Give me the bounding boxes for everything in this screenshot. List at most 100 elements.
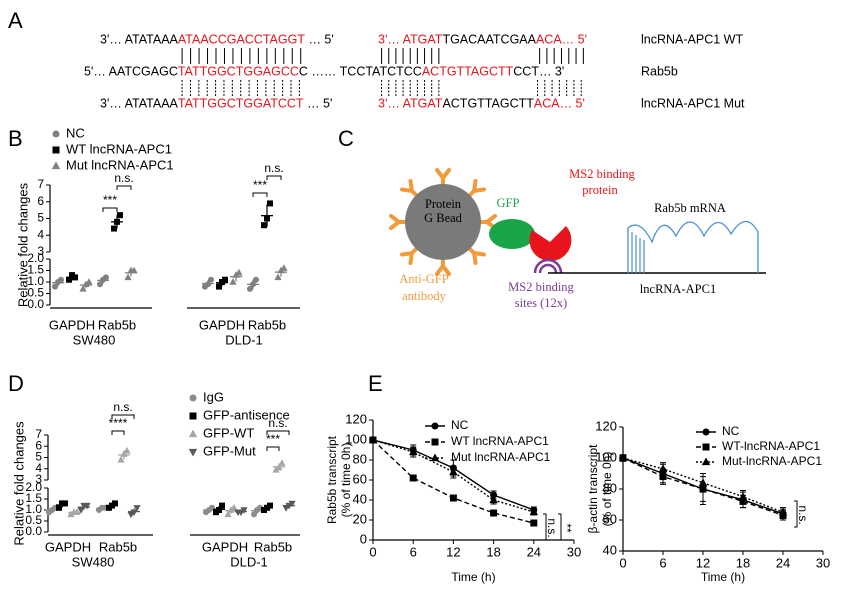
y-tick-label: 0.0: [25, 524, 42, 538]
legend-marker: [52, 130, 60, 138]
sequence-segment: 3'… ATATAAA: [100, 32, 179, 46]
y-tick-label: 1.0: [27, 274, 44, 288]
panel-label: A: [8, 8, 23, 33]
x-tick-label: Rab5b: [248, 317, 286, 332]
data-point: [449, 467, 458, 476]
ms2-sites: [533, 258, 563, 274]
legend-marker: [431, 438, 439, 446]
series-line: [622, 457, 784, 513]
data-point: [235, 268, 243, 276]
y-tick-label: 40: [353, 491, 367, 506]
legend-label: NC: [451, 418, 469, 432]
significance-bracket: [266, 446, 280, 451]
data-point: [253, 276, 259, 283]
data-point: [52, 283, 58, 290]
x-tick-label: 18: [736, 555, 750, 570]
data-point: [409, 474, 417, 482]
diagram-label: Protein: [425, 197, 462, 211]
data-point: [778, 507, 788, 516]
y-tick-label: 0.0: [27, 297, 44, 311]
legend-label: Mut-lncRNA-APC1: [722, 454, 822, 468]
diagram-label: antibody: [402, 289, 446, 303]
data-point: [280, 264, 288, 271]
significance-label: n.s.: [268, 416, 287, 430]
significance-bracket: [111, 414, 135, 419]
x-tick-label: 12: [446, 544, 460, 559]
data-point: [123, 446, 131, 454]
x-tick-label: Rab5b: [254, 539, 292, 554]
legend-marker: [430, 453, 440, 462]
data-point: [490, 491, 498, 499]
panel-label: C: [338, 126, 354, 151]
legend-marker: [188, 448, 198, 457]
x-tick-label: GAPDH: [199, 317, 245, 332]
data-point: [67, 510, 75, 518]
significance-label: ***: [253, 178, 267, 192]
data-point: [529, 507, 538, 516]
data-point: [83, 502, 91, 510]
legend-marker: [51, 161, 61, 170]
legend-marker: [702, 443, 710, 451]
data-point: [530, 519, 538, 527]
group-label: DLD-1: [230, 554, 268, 569]
data-point: [261, 222, 267, 229]
data-point: [658, 464, 668, 472]
y-tick-label: 2.0: [27, 251, 44, 265]
sequence-segment: TATTGGCTGGAGCC: [178, 64, 299, 78]
y-tick-label: 7: [35, 427, 42, 441]
legend-label: NC: [722, 424, 740, 438]
legend-label: Mut lncRNA-APC1: [451, 450, 551, 464]
data-point: [229, 278, 237, 285]
antibodies: [389, 168, 497, 276]
data-point: [56, 504, 62, 511]
diagram: Protein G Bead GFP MS2 binding protein R…: [389, 167, 766, 310]
data-point: [133, 505, 141, 512]
data-point: [85, 278, 93, 285]
diagram-label: GFP: [497, 196, 520, 210]
legend-marker: [189, 394, 197, 402]
mrna: [627, 220, 759, 273]
significance-bracket: [102, 207, 118, 212]
significance-bracket: [252, 192, 268, 197]
legend-label: WT lncRNA-APC1: [451, 434, 549, 448]
data-point: [77, 507, 85, 514]
data-point: [117, 212, 123, 219]
sequence-segment: 5'… AATCGAGC: [84, 64, 178, 78]
data-point: [97, 281, 103, 288]
sequence-segment: ACA… 5': [534, 96, 585, 110]
data-point: [117, 455, 125, 463]
legend-marker: [188, 429, 198, 438]
data-point: [247, 285, 253, 292]
significance-label: n.s.: [114, 171, 133, 185]
sequence-segment: ATAACCGACCTAGGT: [178, 32, 305, 46]
sequence-label: Rab5b: [641, 64, 678, 78]
series-line: [372, 439, 535, 513]
diagram-label: lncRNA-APC1: [640, 282, 716, 296]
y-tick-label: 0: [360, 531, 367, 546]
diagram-label: MS2 binding: [569, 167, 635, 181]
data-point: [251, 511, 257, 518]
sequence-segment: ACA… 5': [536, 32, 587, 46]
y-axis-label: Rab5b transcript: [325, 435, 339, 524]
significance-label: ****: [109, 416, 128, 430]
sequence-segment: ACTGTTAGCTT: [442, 96, 534, 110]
diagram-label: sites (12x): [515, 296, 567, 310]
data-point: [103, 274, 109, 281]
data-point: [124, 273, 132, 281]
legend-marker: [189, 412, 197, 420]
data-point: [79, 285, 87, 292]
sequence-segment: … 5': [304, 96, 333, 110]
data-point: [230, 503, 238, 511]
sequence-segment: 3'… ATGAT: [378, 96, 443, 110]
legend-label: GFP-antisence: [203, 407, 290, 422]
y-tick-label: 1.5: [27, 263, 44, 277]
legend-label: GFP-WT: [203, 425, 254, 440]
sequence-segment: C …… TCCTATCTCC: [299, 64, 422, 78]
panel-label: D: [8, 371, 24, 396]
panel-label: E: [368, 371, 383, 396]
significance-bracket: [266, 430, 290, 435]
x-tick-label: 0: [369, 544, 376, 559]
data-point: [240, 507, 248, 514]
x-tick-label: 30: [816, 555, 830, 570]
y-tick-label: 4: [37, 227, 44, 241]
